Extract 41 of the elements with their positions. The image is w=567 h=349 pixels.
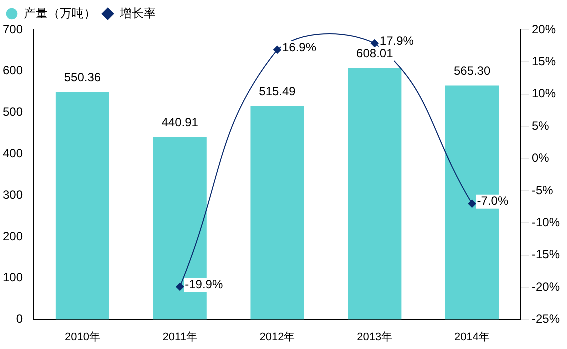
y2-tick-label: -10% [532,216,560,230]
y-tick-label: 0 [16,312,24,326]
y2-tick-label: 5% [532,118,550,133]
data-label: 440.91 [162,116,199,130]
y-tick-label: 400 [2,146,24,161]
y2-tick-label: 15% [532,54,556,69]
x-tick-label: 2013年 [357,331,393,344]
y2-tick-label: 20% [532,22,556,36]
data-label: -7.0% [477,194,509,208]
data-label: 16.9% [282,40,317,54]
point [274,46,282,54]
data-label: 550.36 [64,70,102,84]
bar [348,68,402,320]
y2-tick-label: -25% [532,312,560,326]
y-tick-label: 200 [2,229,24,244]
point [176,282,184,291]
y-tick-label: 700 [2,22,24,36]
y2-tick-label: -15% [532,248,560,262]
point [370,40,379,48]
legend-label: 增长率 [119,6,156,20]
y2-tick-label: 0% [532,151,550,166]
y2-tick-label: -5% [532,183,554,198]
legend-label: 产量（万吨） [24,6,96,20]
y2-tick-label: 10% [532,86,556,101]
x-tick-label: 2011年 [162,331,198,344]
x-tick-label: 2014年 [454,331,490,344]
y-tick-label: 600 [2,64,24,78]
y-tick-label: 100 [2,270,24,285]
data-label: 608.01 [356,46,394,60]
y-tick-label: 300 [2,188,24,202]
y2-tick-label: -20% [532,280,560,294]
data-label: 17.9% [380,34,414,48]
point [468,200,476,208]
data-label: -19.9% [185,277,224,292]
data-label: 515.49 [259,84,296,99]
x-tick-label: 2012年 [260,331,296,344]
x-tick-label: 2010年 [64,331,100,344]
data-label: 565.30 [454,64,491,78]
bar [250,106,304,320]
bar [56,92,110,320]
y-tick-label: 500 [2,105,24,120]
